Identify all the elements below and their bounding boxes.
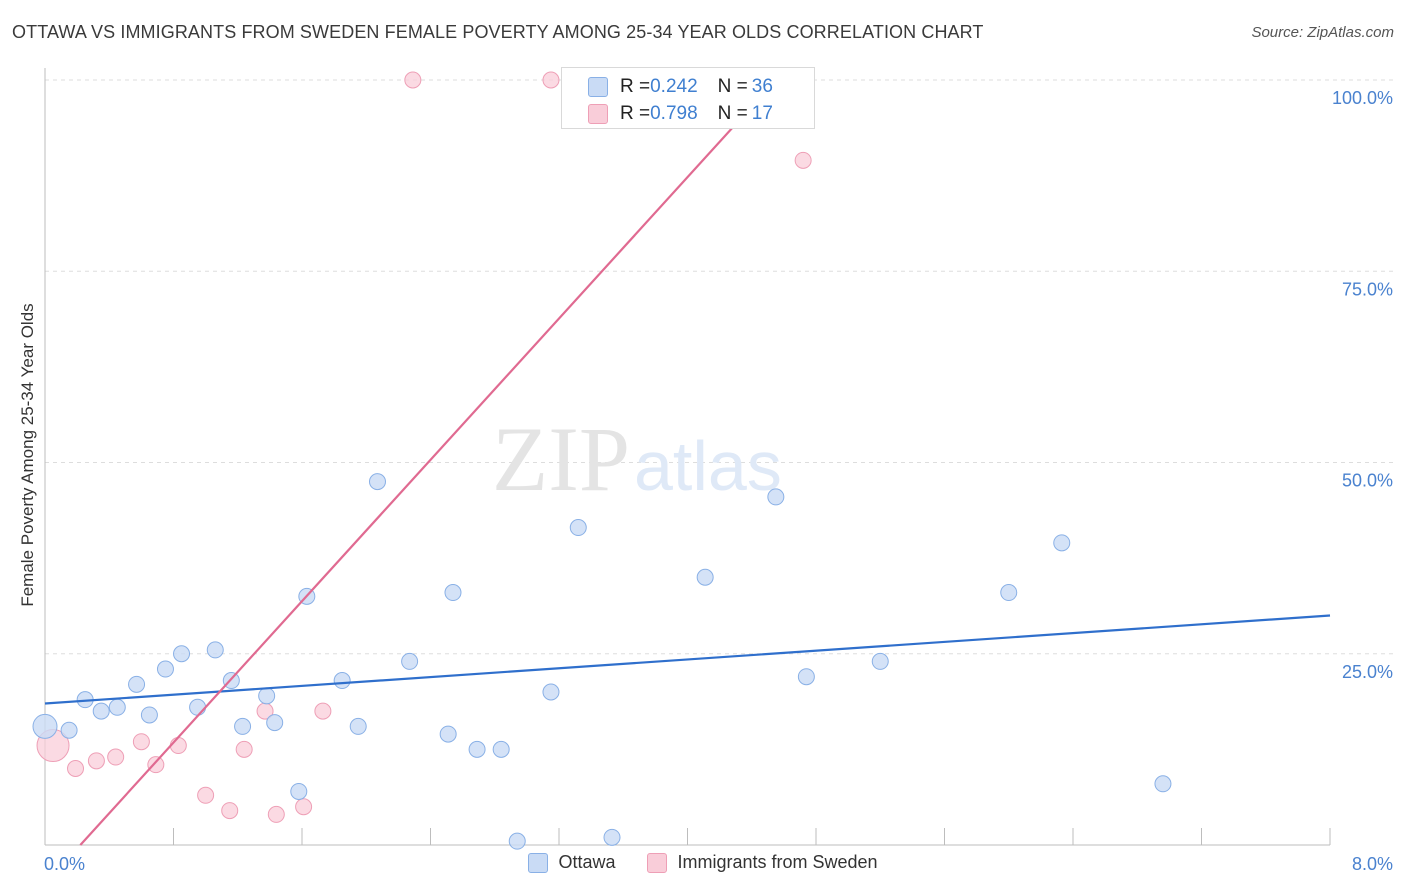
ottawa-point[interactable] [189,698,207,716]
stats-legend: R = 0.242 N = 36 R = 0.798 N = 17 [561,67,815,129]
sweden-point[interactable] [107,748,125,766]
n-value: 36 [751,76,773,97]
sweden-trend-line [79,79,777,846]
gridlines [45,79,1395,655]
ottawa-point[interactable] [60,721,78,739]
stats-row-ottawa: R = 0.242 N = 36 [588,76,773,98]
sweden-point[interactable] [67,760,85,777]
legend-item-ottawa[interactable]: Ottawa [528,852,615,873]
y-tick-labels: 25.0% 50.0% 75.0% 100.0% [1332,88,1393,682]
watermark-atlas: atlas [634,427,782,505]
ottawa-point[interactable] [542,683,560,701]
ottawa-point[interactable] [444,584,462,602]
ottawa-trend-line [44,614,1331,705]
sweden-point[interactable] [169,737,187,755]
y-tick-label: 25.0% [1342,662,1393,682]
stats-row-sweden: R = 0.798 N = 17 [588,103,773,125]
bottom-legend: Ottawa Immigrants from Sweden [0,852,1406,873]
ottawa-point[interactable] [290,782,308,800]
sweden-point[interactable] [295,798,313,816]
legend-label-sweden: Immigrants from Sweden [677,852,878,872]
ottawa-point[interactable] [797,668,815,686]
sweden-point[interactable] [87,752,105,770]
sweden-point[interactable] [235,740,253,758]
sweden-swatch [588,104,608,124]
ottawa-point[interactable] [871,652,889,670]
ottawa-point[interactable] [258,687,276,705]
ottawa-point[interactable] [492,740,510,758]
x-tick-labels: 0.0% 8.0% [44,854,1393,874]
sweden-point[interactable] [197,786,215,804]
ottawa-point[interactable] [266,714,284,732]
n-label: N = [717,76,748,97]
sweden-point[interactable] [542,71,560,89]
ottawa-point[interactable] [156,660,174,678]
ottawa-point[interactable] [767,488,785,506]
ottawa-point[interactable] [173,645,191,663]
ottawa-point[interactable] [333,672,351,690]
ottawa-point[interactable] [696,568,714,586]
legend-label-ottawa: Ottawa [558,852,616,872]
trend-lines [44,79,1331,846]
ottawa-point[interactable] [206,641,224,659]
n-value: 17 [751,103,773,124]
sweden-point[interactable] [147,756,165,774]
r-label: R = [620,76,651,97]
ottawa-point[interactable] [108,698,126,716]
sweden-point[interactable] [404,71,422,89]
y-tick-label: 75.0% [1342,279,1393,299]
y-tick-label: 50.0% [1342,471,1393,491]
chart-title: OTTAWA VS IMMIGRANTS FROM SWEDEN FEMALE … [12,22,984,42]
sweden-legend-swatch [647,852,668,873]
ottawa-point[interactable] [439,725,457,743]
ottawa-point[interactable] [128,675,146,693]
sweden-point[interactable] [221,802,239,820]
legend-item-sweden[interactable]: Immigrants from Sweden [647,852,878,873]
ottawa-point[interactable] [92,702,110,720]
y-tick-label: 100.0% [1332,88,1393,108]
ottawa-point[interactable] [569,519,587,537]
x-tick-label: 8.0% [1352,854,1393,874]
y-axis-label: Female Poverty Among 25-34 Year Olds [18,303,37,607]
x-tick-label: 0.0% [44,854,85,874]
source-label: Source: ZipAtlas.com [1251,24,1394,41]
r-value: 0.798 [650,103,698,124]
sweden-point[interactable] [267,805,285,823]
sweden-point[interactable] [794,151,812,169]
watermark: ZIP atlas [492,408,782,510]
ottawa-legend-swatch [528,852,549,873]
ottawa-point[interactable] [1000,584,1018,602]
ottawa-point[interactable] [468,740,486,758]
ottawa-point[interactable] [234,717,252,735]
ottawa-point[interactable] [603,828,621,846]
ottawa-point[interactable] [1053,534,1071,552]
ottawa-point[interactable] [508,832,526,850]
n-label: N = [717,103,748,124]
ottawa-point[interactable] [1154,775,1172,793]
sweden-point[interactable] [132,733,150,751]
watermark-zip: ZIP [492,408,630,510]
r-label: R = [620,103,651,124]
ottawa-point[interactable] [140,706,158,724]
ottawa-points [32,473,1172,850]
ottawa-point[interactable] [401,652,419,670]
r-value: 0.242 [650,76,698,97]
ottawa-point[interactable] [349,717,367,735]
ottawa-swatch [588,77,608,97]
sweden-point[interactable] [314,702,332,720]
ottawa-point[interactable] [368,473,386,491]
ottawa-point[interactable] [32,713,58,739]
